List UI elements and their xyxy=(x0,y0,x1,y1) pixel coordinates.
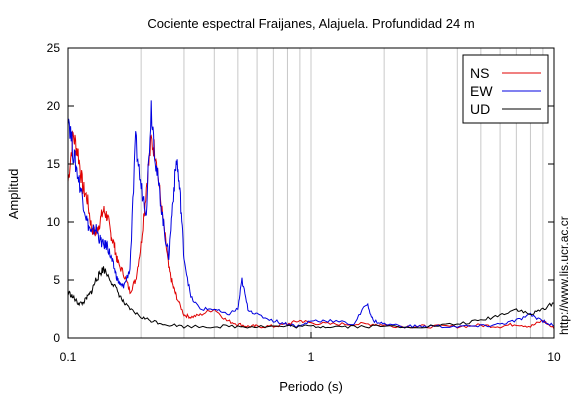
y-tick-label: 0 xyxy=(53,331,60,345)
watermark-url: http://www.lis.ucr.ac.cr xyxy=(557,216,571,335)
series-line-ew xyxy=(68,100,554,329)
axis-ticks: 0 5 10 15 20 25 0.1 1 10 xyxy=(47,41,561,364)
legend: NS EW UD xyxy=(462,54,549,124)
series-line-ud xyxy=(68,266,554,329)
legend-label-ns: NS xyxy=(470,65,489,81)
y-tick-label: 15 xyxy=(47,157,61,171)
grid-lines xyxy=(140,48,544,338)
x-tick-label: 10 xyxy=(547,350,561,364)
y-tick-label: 5 xyxy=(53,273,60,287)
chart-title: Cociente espectral Fraijanes, Alajuela. … xyxy=(147,16,474,31)
y-tick-label: 20 xyxy=(47,99,61,113)
x-tick-label: 1 xyxy=(308,350,315,364)
legend-label-ud: UD xyxy=(470,101,490,117)
y-tick-label: 25 xyxy=(47,41,61,55)
x-tick-label: 0.1 xyxy=(60,350,77,364)
x-axis-label: Periodo (s) xyxy=(279,379,343,394)
legend-box xyxy=(462,54,549,124)
y-tick-label: 10 xyxy=(47,215,61,229)
y-axis-label: Amplitud xyxy=(6,169,21,220)
series-lines xyxy=(68,100,554,329)
legend-label-ew: EW xyxy=(470,83,493,99)
